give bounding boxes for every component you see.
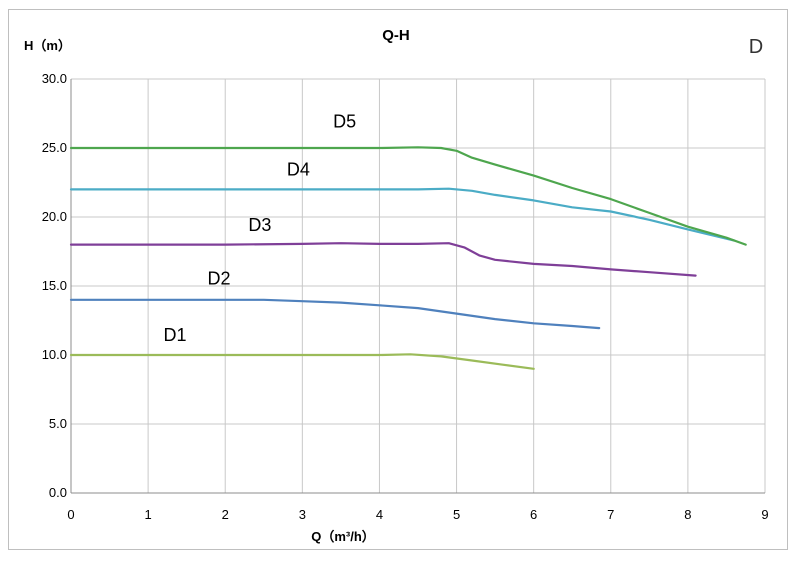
grid-layer (70, 78, 766, 494)
series-layer (69, 146, 747, 370)
x-axis-label: Q（m³/h） (311, 529, 375, 544)
x-tick-label: 0 (67, 507, 74, 522)
series-label-d4: D4 (287, 160, 310, 180)
x-tick-label: 7 (607, 507, 614, 522)
series-label-d5: D5 (333, 111, 356, 131)
y-tick-label: 15.0 (42, 278, 67, 293)
series-line-d5 (69, 146, 747, 246)
x-tick-label: 5 (453, 507, 460, 522)
x-tick-label: 2 (222, 507, 229, 522)
series-line-d2 (69, 298, 601, 330)
x-tick-label: 1 (144, 507, 151, 522)
label-layer: D1 D2 D3 D4 D5 (164, 111, 357, 345)
y-tick-label: 20.0 (42, 209, 67, 224)
x-tick-label: 6 (530, 507, 537, 522)
y-tick-label: 30.0 (42, 71, 67, 86)
y-axis-label: H（m） (24, 38, 71, 53)
series-label-d3: D3 (248, 215, 271, 235)
x-tick-label: 8 (684, 507, 691, 522)
series-label-d2: D2 (207, 269, 230, 289)
chart-frame (8, 9, 788, 550)
x-tick-label: 9 (761, 507, 768, 522)
corner-label: D (749, 36, 763, 58)
axis-layer: 0.0 5.0 10.0 15.0 20.0 25.0 30.0 0 1 2 3 4 5 6 7 8 9 (42, 71, 769, 522)
y-tick-label: 10.0 (42, 347, 67, 362)
y-tick-label: 0.0 (49, 485, 67, 500)
series-line-d3 (69, 242, 697, 277)
y-tick-label: 5.0 (49, 416, 67, 431)
series-line-d1 (69, 353, 535, 370)
series-label-d1: D1 (164, 325, 187, 345)
x-tick-label: 4 (376, 507, 383, 522)
x-tick-label: 3 (299, 507, 306, 522)
series-line-d4 (69, 187, 736, 242)
chart-title: Q-H (382, 27, 410, 44)
y-tick-label: 25.0 (42, 140, 67, 155)
